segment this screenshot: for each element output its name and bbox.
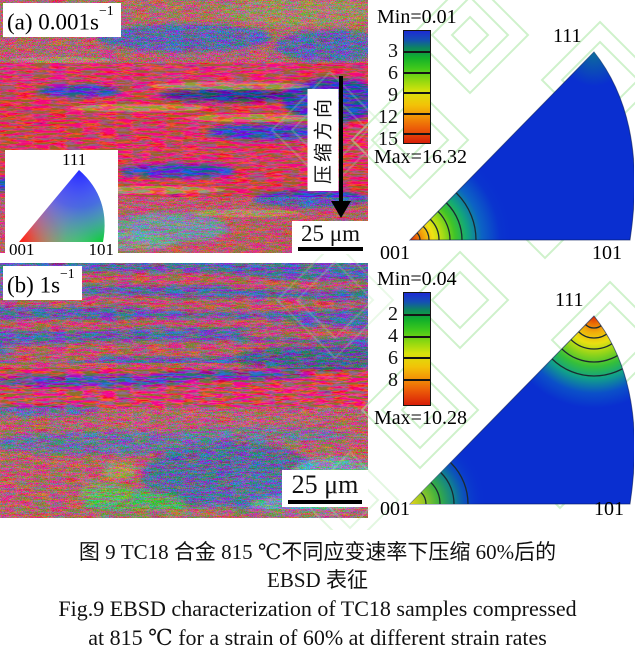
ipf-a-corner-101: 101 [592, 242, 622, 264]
panel-a-label-exponent: −1 [98, 2, 114, 18]
ipf-triangle-b [408, 315, 634, 505]
ipf-a-colorbar-ticklines [404, 31, 430, 143]
caption-zh-line1: 图 9 TC18 合金 815 ℃不同应变速率下压缩 60%后的 [78, 540, 557, 564]
caption-en-line2: at 815 ℃ for a strain of 60% at differen… [88, 625, 547, 650]
ipf-color-key-triangle [19, 170, 105, 242]
tick-label: 6 [388, 62, 398, 84]
tick-label: 6 [388, 347, 398, 369]
panel-b-label-text: (b) 1s [7, 272, 61, 298]
scale-bar-a: 25 μm [292, 221, 369, 254]
panel-a-label: (a) 0.001s−1 [3, 3, 121, 37]
scale-bar-a-text: 25 μm [301, 221, 360, 246]
arrow-down-line [339, 76, 343, 204]
ipf-a-min-label: Min=0.01 [377, 6, 457, 28]
ipf-a-tick-labels: 3 6 9 12 15 [366, 40, 398, 150]
ipf-a-colorbar [403, 30, 431, 144]
figure-caption: 图 9 TC18 合金 815 ℃不同应变速率下压缩 60%后的 EBSD 表征… [0, 538, 635, 652]
caption-en-line1: Fig.9 EBSD characterization of TC18 samp… [58, 596, 577, 621]
ipf-a-corner-001: 001 [380, 242, 410, 264]
bar-line [404, 314, 430, 316]
bar-line [404, 112, 430, 115]
panel-b-label-exponent: −1 [60, 265, 75, 281]
ipf-a-max-label: Max=16.32 [374, 146, 467, 168]
ipf-color-key-inset: 111 001 101 [5, 150, 118, 260]
ipf-b-max-label: Max=10.28 [374, 407, 467, 429]
bar-line [404, 71, 430, 74]
ipf-b-min-label: Min=0.04 [377, 268, 457, 290]
ipf-b-corner-001: 001 [380, 498, 410, 520]
tick-label: 12 [378, 106, 398, 128]
inset-corner-001: 001 [9, 240, 35, 259]
bar-line [404, 51, 430, 53]
bar-line [404, 357, 430, 360]
ipf-b-colorbar [403, 292, 431, 406]
compression-direction-text: 压缩方向 [307, 88, 339, 192]
caption-zh-line2: EBSD 表征 [267, 568, 368, 592]
ipf-b-colorbar-ticklines [404, 293, 430, 405]
scale-bar-b-line [288, 500, 362, 504]
tick-label: 2 [388, 303, 398, 325]
bar-line [404, 335, 430, 338]
scale-bar-b-text: 25 μm [291, 470, 359, 499]
ipf-b-corner-111: 111 [555, 289, 584, 311]
ipf-b-corner-101: 101 [594, 498, 624, 520]
tick-label: 9 [388, 84, 398, 106]
bar-line [404, 378, 430, 381]
ipf-triangle-a [408, 51, 634, 241]
compression-direction-label: 压缩方向 [303, 88, 343, 192]
ipf-a-corner-111: 111 [553, 25, 582, 47]
tick-label: 3 [388, 40, 398, 62]
arrow-down-icon [331, 201, 351, 218]
tick-label: 8 [388, 369, 398, 391]
bar-line [404, 92, 430, 94]
scale-bar-b: 25 μm [282, 470, 368, 507]
tick-label: 4 [388, 325, 398, 347]
bar-line [404, 133, 430, 135]
inset-corner-111: 111 [62, 150, 87, 169]
inset-corner-101: 101 [88, 240, 115, 259]
panel-a-label-text: (a) 0.001s [7, 9, 99, 35]
scale-bar-a-line [298, 247, 363, 251]
panel-b-label: (b) 1s−1 [3, 266, 82, 300]
